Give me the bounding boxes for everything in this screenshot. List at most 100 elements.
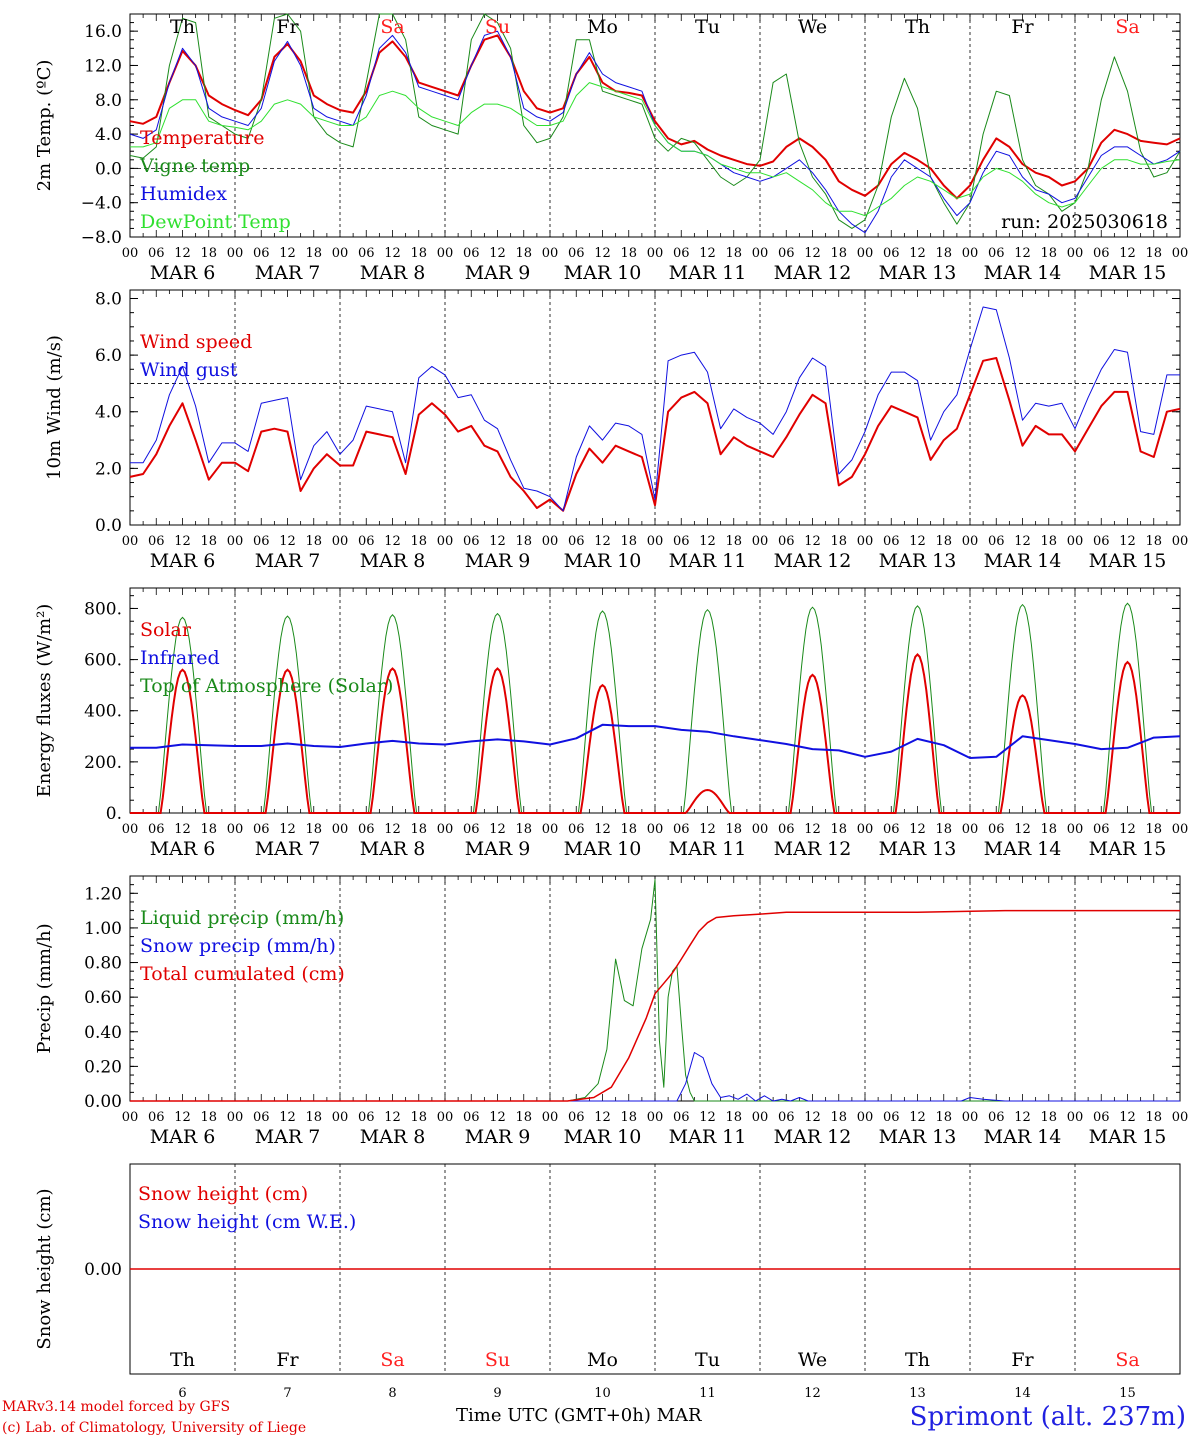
- date-label: MAR 7: [255, 550, 321, 572]
- model-credit: MARv3.14 model forced by GFS: [2, 1399, 231, 1415]
- hour-tick-label: 18: [830, 246, 847, 261]
- hour-tick-label: 06: [148, 822, 165, 837]
- hour-tick-label: 06: [358, 246, 375, 261]
- series-line-temperature: [129, 34, 1181, 200]
- date-label: MAR 7: [255, 838, 321, 860]
- hour-tick-label: 00: [1172, 534, 1189, 549]
- hour-tick-label: 06: [1093, 246, 1110, 261]
- y-tick-label: 0.0: [95, 159, 122, 179]
- hour-tick-label: 12: [699, 534, 716, 549]
- date-label: MAR 8: [360, 262, 426, 284]
- panel-energy: 0. 200. 400. 600. 800. Energy fluxes (W/m²) So…: [34, 587, 1188, 860]
- y-tick-label: 1.20: [84, 884, 122, 904]
- hour-tick-label: 18: [725, 1110, 742, 1125]
- solar-line: [235, 668, 340, 814]
- hour-tick-label: 18: [620, 534, 637, 549]
- hour-tick-label: 00: [332, 822, 349, 837]
- date-label: MAR 14: [984, 1126, 1062, 1148]
- hour-tick-label: 18: [410, 822, 427, 837]
- hour-tick-label: 06: [148, 1110, 165, 1125]
- solar-line: [655, 788, 760, 814]
- y-tick-label: −8.0: [81, 228, 122, 248]
- hour-tick-label: 12: [909, 822, 926, 837]
- hour-tick-label: 18: [1040, 822, 1057, 837]
- date-label: MAR 12: [774, 1126, 852, 1148]
- hour-tick-label: 18: [410, 1110, 427, 1125]
- solar-line: [340, 667, 445, 814]
- hour-tick-label: 12: [699, 1110, 716, 1125]
- toa-solar-line: [445, 612, 550, 814]
- hour-tick-label: 00: [332, 1110, 349, 1125]
- hour-tick-label: 12: [1014, 246, 1031, 261]
- hour-tick-label: 06: [1093, 1110, 1110, 1125]
- hour-tick-label: 06: [253, 246, 270, 261]
- hour-tick-label: 06: [463, 534, 480, 549]
- y-tick-label: 0.0: [95, 516, 122, 536]
- hour-tick-label: 00: [1067, 534, 1084, 549]
- date-label: MAR 14: [984, 550, 1062, 572]
- hour-tick-label: 00: [857, 1110, 874, 1125]
- day-of-week-label: Th: [170, 16, 195, 38]
- hour-tick-label: 18: [725, 534, 742, 549]
- date-label: MAR 15: [1089, 1126, 1167, 1148]
- date-label: MAR 6: [150, 550, 216, 572]
- hour-tick-label: 12: [174, 246, 191, 261]
- legend-entry: Liquid precip (mm/h): [140, 907, 344, 929]
- day-of-week-label: Fr: [1011, 1349, 1034, 1371]
- hour-tick-label: 18: [515, 246, 532, 261]
- hour-tick-label: 00: [647, 822, 664, 837]
- day-of-week-label: Fr: [276, 1349, 299, 1371]
- day-number-label: 10: [594, 1386, 611, 1401]
- date-label: MAR 9: [465, 262, 531, 284]
- hour-tick-label: 00: [1172, 246, 1189, 261]
- day-number-label: 9: [493, 1386, 501, 1401]
- hour-tick-label: 06: [463, 246, 480, 261]
- date-label: MAR 15: [1089, 262, 1167, 284]
- date-label: MAR 6: [150, 1126, 216, 1148]
- hour-tick-label: 12: [804, 246, 821, 261]
- hour-tick-label: 18: [1145, 1110, 1162, 1125]
- hour-tick-label: 06: [883, 534, 900, 549]
- hour-tick-label: 06: [358, 1110, 375, 1125]
- date-label: MAR 14: [984, 838, 1062, 860]
- date-label: MAR 8: [360, 1126, 426, 1148]
- day-of-week-label: Sa: [1115, 1349, 1139, 1371]
- hour-tick-label: 12: [489, 1110, 506, 1125]
- day-number-label: 13: [909, 1386, 926, 1401]
- hour-tick-label: 06: [778, 1110, 795, 1125]
- hour-tick-label: 12: [594, 246, 611, 261]
- hour-tick-label: 06: [253, 1110, 270, 1125]
- day-of-week-label: Mo: [587, 16, 618, 38]
- solar-line: [760, 673, 865, 814]
- toa-solar-line: [1075, 602, 1180, 814]
- hour-tick-label: 18: [410, 534, 427, 549]
- hour-tick-label: 18: [830, 1110, 847, 1125]
- date-label: MAR 12: [774, 262, 852, 284]
- hour-tick-label: 00: [1067, 822, 1084, 837]
- hour-tick-label: 00: [542, 246, 559, 261]
- day-number-label: 7: [283, 1386, 291, 1401]
- y-tick-label: 0.00: [84, 1092, 122, 1112]
- hour-tick-label: 18: [935, 246, 952, 261]
- hour-tick-label: 12: [699, 822, 716, 837]
- hour-tick-label: 06: [568, 822, 585, 837]
- hour-tick-label: 06: [883, 1110, 900, 1125]
- day-of-week-label: We: [798, 16, 827, 38]
- solar-line: [865, 653, 970, 814]
- hour-tick-label: 00: [752, 534, 769, 549]
- day-of-week-label: Tu: [695, 1349, 720, 1371]
- hour-tick-label: 00: [1067, 1110, 1084, 1125]
- date-label: MAR 15: [1089, 838, 1167, 860]
- y-tick-label: 8.0: [95, 91, 122, 111]
- hour-tick-label: 00: [542, 1110, 559, 1125]
- hour-tick-label: 06: [463, 1110, 480, 1125]
- hour-tick-label: 12: [174, 1110, 191, 1125]
- y-tick-label: 800.: [84, 599, 122, 619]
- legend-entry: Solar: [140, 619, 192, 641]
- hour-tick-label: 12: [909, 1110, 926, 1125]
- hour-tick-label: 18: [1040, 1110, 1057, 1125]
- panel-snow: 0.00 Snow height (cm) Snow height (cm) Snow…: [34, 1163, 1181, 1375]
- hour-tick-label: 06: [988, 1110, 1005, 1125]
- hour-tick-label: 18: [515, 822, 532, 837]
